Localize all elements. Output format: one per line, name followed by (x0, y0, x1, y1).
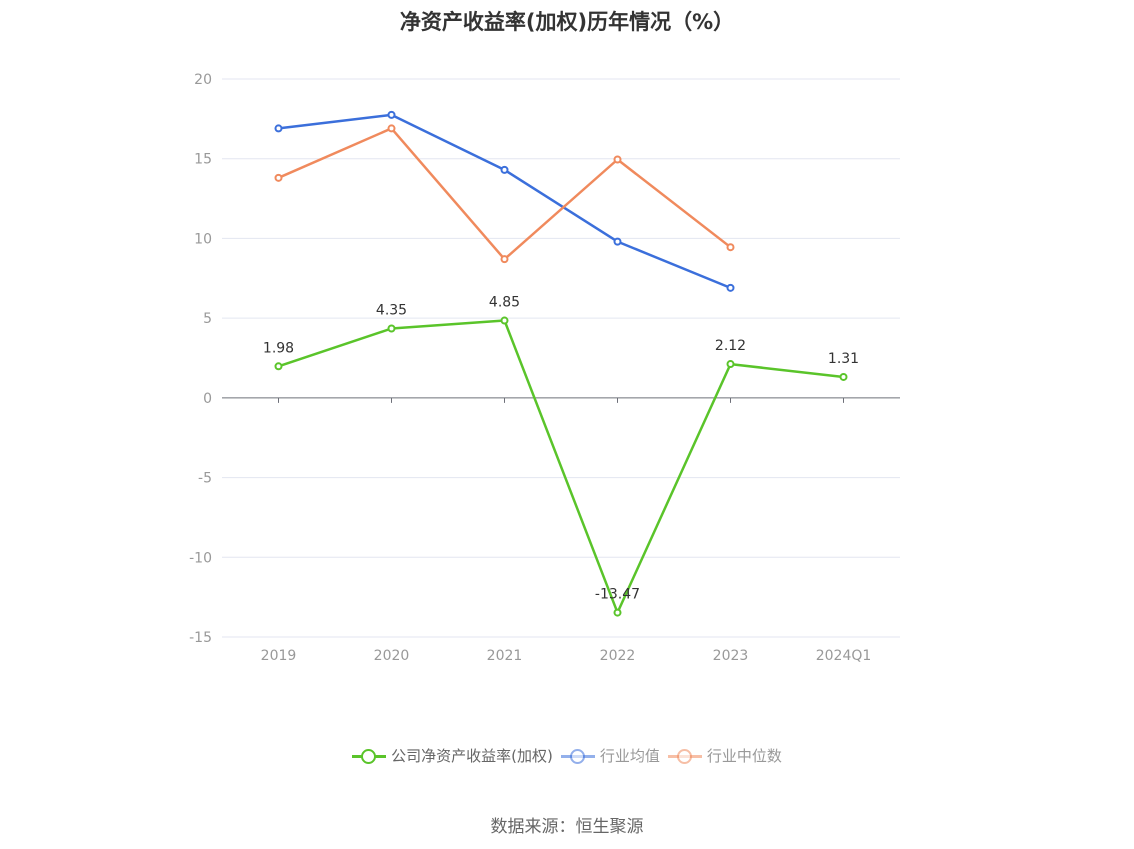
y-tick-label: -5 (198, 471, 212, 487)
data-point (274, 173, 283, 182)
axis-layer: 20 15 10 5 0 -5 -10 -15 2019 2020 2021 2022 2023 2024… (189, 72, 900, 664)
legend-item[interactable]: 公司净资产收益率(加权) (352, 745, 553, 766)
legend-item[interactable]: 行业中位数 (667, 745, 782, 766)
y-tick-label: 10 (194, 231, 212, 247)
data-label: 1.98 (263, 340, 294, 356)
x-tick-label: 2019 (261, 648, 297, 664)
y-tick-label: -15 (189, 630, 212, 646)
data-label: 4.85 (489, 295, 520, 311)
legend-label: 行业均值 (599, 747, 660, 765)
legend-marker-icon (667, 748, 702, 764)
legend-marker-icon (560, 748, 595, 764)
series-layer (274, 110, 848, 617)
data-label-layer: 1.98 4.35 4.85 -13.47 2.12 1.31 (263, 295, 859, 603)
source-note: 数据来源：恒生聚源 (490, 817, 644, 837)
y-tick-label: 20 (194, 72, 212, 88)
data-point (726, 243, 735, 252)
chart-title: 净资产收益率(加权)历年情况（%） (399, 10, 735, 34)
data-point (613, 155, 622, 164)
data-label: -13.47 (595, 587, 640, 603)
legend-label: 公司净资产收益率(加权) (391, 747, 553, 765)
y-tick-label: -10 (189, 550, 212, 566)
data-point (387, 324, 396, 333)
legend-marker-icon (352, 748, 387, 764)
data-point (613, 237, 622, 246)
data-point (500, 165, 509, 174)
y-tick-label: 0 (203, 391, 212, 407)
data-point (613, 608, 622, 617)
y-tick-label: 5 (203, 311, 212, 327)
data-point (500, 255, 509, 264)
data-label: 2.12 (715, 338, 746, 354)
legend: 公司净资产收益率(加权) 行业均值 行业中位数 (0, 745, 1134, 768)
grid-layer (222, 78, 900, 638)
x-tick-label: 2021 (487, 648, 523, 664)
legend-item[interactable]: 行业均值 (560, 745, 660, 766)
data-label: 1.31 (828, 351, 859, 367)
data-point (387, 110, 396, 119)
x-tick-label: 2022 (600, 648, 636, 664)
x-tick-label: 2020 (374, 648, 410, 664)
legend-label: 行业中位数 (706, 747, 782, 765)
data-point (726, 283, 735, 292)
x-tick-label: 2023 (713, 648, 749, 664)
data-point (500, 316, 509, 325)
data-point (387, 124, 396, 133)
data-label: 4.35 (376, 303, 407, 319)
series-line (277, 127, 732, 261)
y-tick-label: 15 (194, 152, 212, 168)
x-tick-label: 2024Q1 (816, 648, 872, 664)
data-point (274, 124, 283, 133)
data-point (726, 360, 735, 369)
series-line (278, 319, 844, 614)
data-point (274, 362, 283, 371)
data-point (839, 372, 848, 381)
